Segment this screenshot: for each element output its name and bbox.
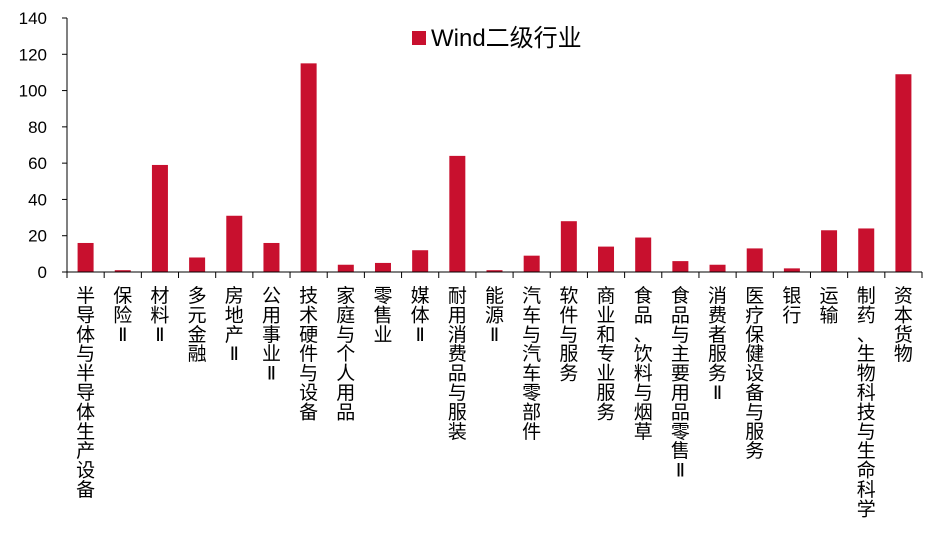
x-tick-label: 多元金融	[188, 285, 207, 365]
bar	[858, 228, 875, 272]
x-tick-label: 制药、生物科技与生命科学	[857, 285, 876, 520]
bar	[821, 230, 838, 272]
bar	[337, 264, 354, 272]
bar	[709, 264, 726, 272]
bar	[374, 262, 391, 272]
y-tick-label: 80	[28, 118, 47, 137]
bar	[263, 242, 280, 272]
x-tick-label: 运输	[820, 285, 839, 326]
bar	[598, 246, 615, 272]
bar	[412, 250, 429, 272]
bar	[635, 237, 652, 272]
bar	[895, 74, 912, 272]
bar	[226, 215, 243, 272]
y-tick-label: 140	[19, 9, 47, 28]
x-tick-label: 家庭与个人用品	[336, 285, 355, 423]
x-tick-label: 软件与服务	[559, 285, 578, 385]
bar	[486, 270, 503, 272]
bar	[189, 257, 206, 272]
x-tick-label: 食品与主要用品零售 Ⅱ	[671, 285, 690, 482]
x-tick-label: 银行	[782, 285, 801, 326]
bar	[783, 268, 800, 272]
x-tick-label: 资本货物	[894, 285, 913, 365]
x-tick-label: 材料 Ⅱ	[150, 285, 169, 346]
x-tick-label: 保险 Ⅱ	[113, 285, 132, 346]
x-tick-label: 零售业	[373, 285, 392, 346]
x-tick-label: 汽车与汽车零部件	[522, 285, 541, 443]
bar	[449, 155, 466, 272]
x-tick-label: 耐用消费品与服装	[448, 285, 467, 443]
bar	[560, 221, 577, 272]
bar	[151, 164, 168, 272]
x-tick-label: 媒体 Ⅱ	[411, 285, 430, 346]
x-tick-label: 食品、饮料与烟草	[634, 285, 653, 443]
x-tick-label: 技术硬件与设备	[299, 285, 318, 423]
bar	[746, 248, 763, 272]
x-tick-label: 商业和专业服务	[597, 285, 616, 423]
legend-label: Wind二级行业	[431, 25, 582, 52]
bar	[523, 255, 540, 272]
bar	[77, 242, 94, 272]
y-tick-label: 40	[28, 190, 47, 209]
legend: Wind二级行业	[412, 25, 582, 52]
y-tick-label: 20	[28, 227, 47, 246]
bar	[672, 261, 689, 272]
y-axis-ticks: 0 20 40 60 80 100 120 140	[19, 9, 923, 282]
x-tick-label: 房地产 Ⅱ	[225, 285, 244, 365]
y-tick-label: 60	[28, 154, 47, 173]
bar	[114, 270, 131, 272]
x-tick-label: 能源 Ⅱ	[485, 285, 504, 346]
legend-swatch	[412, 31, 426, 45]
bars	[77, 63, 912, 272]
x-tick-label: 医疗保健设备与服务	[745, 285, 764, 462]
x-tick-label: 公用事业 Ⅱ	[262, 285, 281, 385]
x-tick-label: 消费者服务 Ⅱ	[708, 285, 727, 404]
y-tick-label: 120	[19, 45, 47, 64]
y-tick-label: 0	[38, 263, 47, 282]
bar	[300, 63, 317, 272]
x-tick-label: 半导体与半导体生产设备	[76, 285, 95, 501]
y-tick-label: 100	[19, 82, 47, 101]
